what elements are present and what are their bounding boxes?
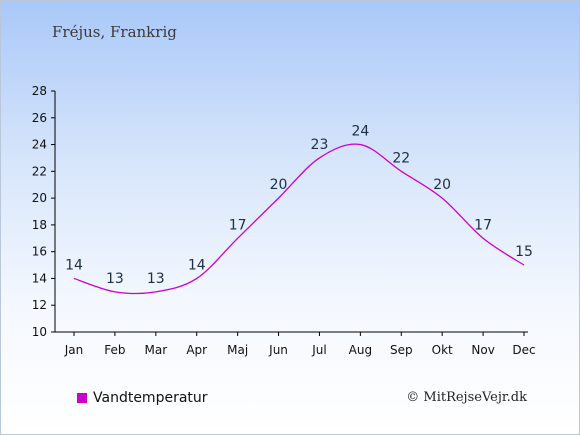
data-label: 24	[351, 124, 369, 140]
legend: Vandtemperatur	[77, 390, 208, 406]
x-tick-label: Mar	[144, 343, 167, 357]
data-point	[114, 291, 116, 293]
y-tick-label: 18	[32, 218, 47, 232]
x-tick-label: Apr	[186, 343, 207, 357]
x-tick-label: Jan	[64, 343, 84, 357]
y-tick-label: 28	[32, 84, 47, 98]
data-point	[318, 157, 320, 159]
data-point	[400, 170, 402, 172]
data-point	[155, 291, 157, 293]
y-tick-label: 12	[32, 298, 47, 312]
y-tick-label: 26	[32, 111, 47, 125]
x-tick-label: Nov	[471, 343, 494, 357]
data-point	[523, 264, 525, 266]
chart-title: Fréjus, Frankrig	[52, 23, 177, 41]
x-tick-label: Okt	[432, 343, 453, 357]
x-tick-label: Jun	[268, 343, 288, 357]
data-label: 15	[515, 244, 533, 260]
data-point	[196, 277, 198, 279]
data-point	[278, 197, 280, 199]
y-tick-label: 14	[32, 271, 47, 285]
data-label: 14	[188, 257, 206, 273]
legend-swatch	[77, 393, 87, 403]
series-line-vandtemperatur	[73, 143, 525, 295]
data-label: 13	[106, 271, 124, 287]
x-tick-label: Jul	[311, 343, 326, 357]
x-tick-label: Feb	[104, 343, 125, 357]
credit-text: © MitRejseVejr.dk	[406, 390, 527, 405]
y-tick-label: 20	[32, 191, 47, 205]
x-tick-label: Sep	[390, 343, 413, 357]
x-tick-label: Dec	[512, 343, 535, 357]
y-tick-label: 22	[32, 164, 47, 178]
legend-label: Vandtemperatur	[93, 390, 208, 406]
data-label: 20	[270, 177, 288, 193]
data-label: 14	[65, 257, 83, 273]
data-label: 17	[474, 217, 492, 233]
data-label: 13	[147, 271, 165, 287]
data-point	[73, 277, 75, 279]
data-label: 20	[433, 177, 451, 193]
data-label: 23	[311, 137, 329, 153]
data-point	[237, 237, 239, 239]
data-label: 17	[229, 217, 247, 233]
y-tick-label: 10	[32, 325, 47, 339]
data-point	[359, 144, 361, 146]
x-tick-label: Aug	[349, 343, 372, 357]
x-tick-label: Maj	[227, 343, 248, 357]
data-label: 22	[392, 150, 410, 166]
y-tick-label: 16	[32, 245, 47, 259]
y-tick-label: 24	[32, 138, 47, 152]
data-point	[441, 197, 443, 199]
data-point	[482, 237, 484, 239]
